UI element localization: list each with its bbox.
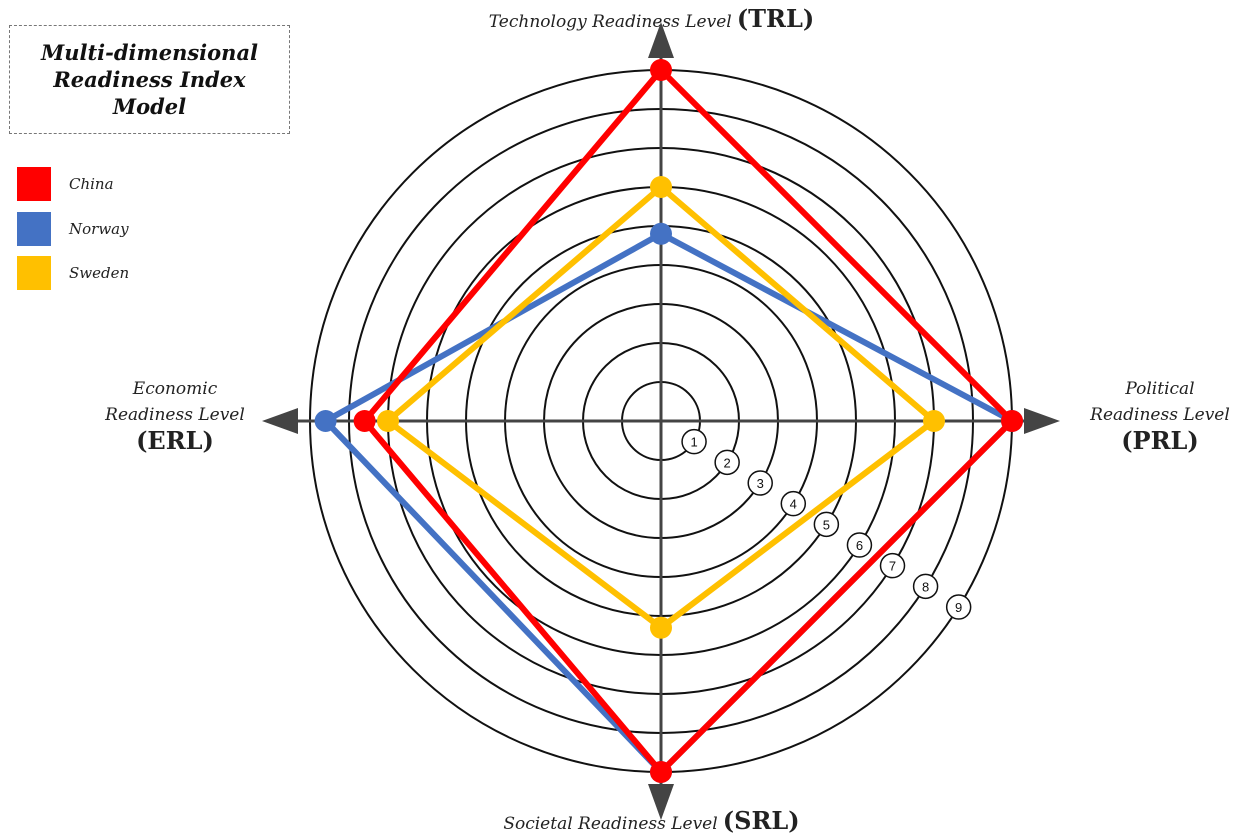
ring-label-6: 6 (856, 538, 863, 553)
ring-label-badge-4 (780, 490, 807, 517)
legend-swatch-sweden (17, 256, 51, 290)
series-china-point-prl (1001, 410, 1023, 432)
legend-swatch-norway (17, 212, 51, 246)
axis-label-prl: Political Readiness Level (PRL) (1085, 376, 1235, 454)
ring-label-badge-2 (714, 449, 740, 476)
ring-label-badge-9 (945, 594, 972, 620)
chart-title-line-1: Multi-dimensional (40, 40, 259, 65)
axis-name-trl: Technology Readiness Level (488, 12, 732, 32)
ring-label-badge-7 (879, 552, 906, 579)
ring-labels-layer: 1 2 3 4 5 6 7 8 9 (681, 428, 972, 620)
axis-abbr-prl: (PRL) (1121, 426, 1199, 455)
arrow-prl (1024, 408, 1060, 434)
ring-label-badge-1 (681, 428, 707, 455)
axis-name-erl: Economic Readiness Level (105, 379, 245, 425)
axis-label-erl: Economic Readiness Level (ERL) (100, 376, 250, 454)
series-sweden-point-srl (650, 616, 672, 639)
chart-title-line-2: Readiness Index (53, 67, 246, 92)
ring-label-badge-8 (912, 573, 939, 600)
series-china-point-srl (650, 761, 672, 783)
ring-label-7: 7 (889, 559, 896, 574)
legend-item-china: China (17, 167, 114, 201)
axis-abbr-erl: (ERL) (136, 426, 214, 455)
ring-label-badge-6 (846, 532, 873, 558)
ring-label-2: 2 (724, 455, 731, 470)
ring-label-8: 8 (922, 579, 929, 594)
legend-item-norway: Norway (17, 212, 129, 246)
axis-name-prl: Political Readiness Level (1090, 379, 1230, 425)
series-layer (314, 59, 1023, 783)
series-norway-point-trl (650, 222, 672, 245)
series-sweden-point-erl (377, 410, 399, 432)
legend-label-china: China (69, 175, 114, 193)
legend-label-norway: Norway (69, 220, 129, 238)
chart-title-line-3: Model (112, 94, 187, 119)
ring-label-5: 5 (823, 517, 830, 532)
chart-title-box: Multi-dimensional Readiness Index Model (9, 25, 290, 134)
ring-label-9: 9 (955, 600, 962, 615)
ring-label-badge-5 (813, 511, 840, 538)
series-china-point-erl (353, 410, 376, 432)
arrow-trl (648, 22, 674, 58)
legend-swatch-china (17, 167, 51, 201)
ring-label-3: 3 (757, 476, 764, 491)
series-norway-point-erl (314, 410, 337, 432)
axis-abbr-srl: (SRL) (722, 806, 800, 835)
legend-item-sweden: Sweden (17, 256, 129, 290)
series-china-point-trl (650, 59, 672, 81)
axis-label-trl: Technology Readiness Level (TRL) (0, 4, 1243, 33)
series-sweden-point-prl (923, 410, 945, 432)
ring-label-badge-3 (747, 470, 773, 496)
axis-label-srl: Societal Readiness Level (SRL) (0, 806, 1243, 835)
ring-label-1: 1 (690, 435, 697, 450)
series-sweden-point-trl (650, 176, 672, 198)
ring-label-4: 4 (790, 497, 797, 512)
arrow-srl (648, 784, 674, 820)
legend-label-sweden: Sweden (69, 264, 130, 282)
axis-abbr-trl: (TRL) (736, 4, 815, 33)
arrow-erl (262, 408, 298, 434)
axis-name-srl: Societal Readiness Level (503, 814, 718, 834)
